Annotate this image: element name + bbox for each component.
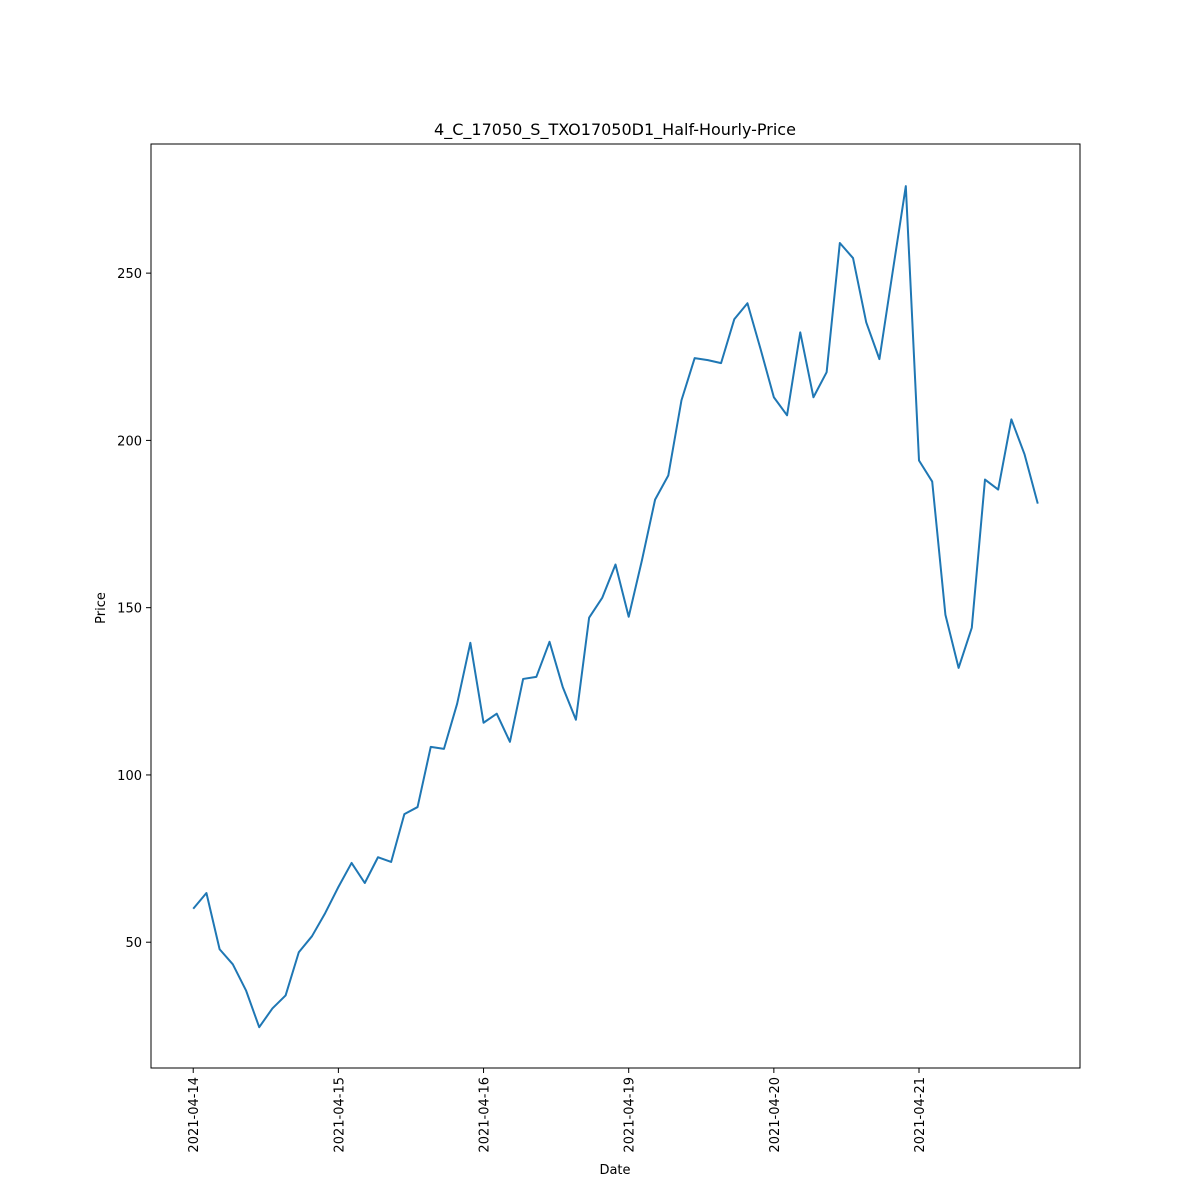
chart-title: 4_C_17050_S_TXO17050D1_Half-Hourly-Price (434, 120, 796, 140)
x-axis-label: Date (599, 1163, 630, 1178)
y-tick-label: 100 (117, 769, 142, 784)
x-tick-label: 2021-04-15 (332, 1077, 347, 1153)
x-tick-label: 2021-04-14 (187, 1077, 202, 1153)
y-tick-label: 250 (117, 267, 142, 282)
y-tick-label: 50 (125, 936, 142, 951)
x-tick-label: 2021-04-21 (913, 1077, 928, 1153)
y-tick-label: 150 (117, 602, 142, 617)
plot-frame (150, 143, 1081, 1069)
x-tick-label: 2021-04-20 (768, 1077, 783, 1153)
x-tick-label: 2021-04-19 (623, 1077, 638, 1153)
y-axis-label: Price (94, 592, 109, 624)
price-line (192, 185, 1039, 1029)
y-tick-label: 200 (117, 434, 142, 449)
x-tick-label: 2021-04-16 (478, 1077, 493, 1153)
